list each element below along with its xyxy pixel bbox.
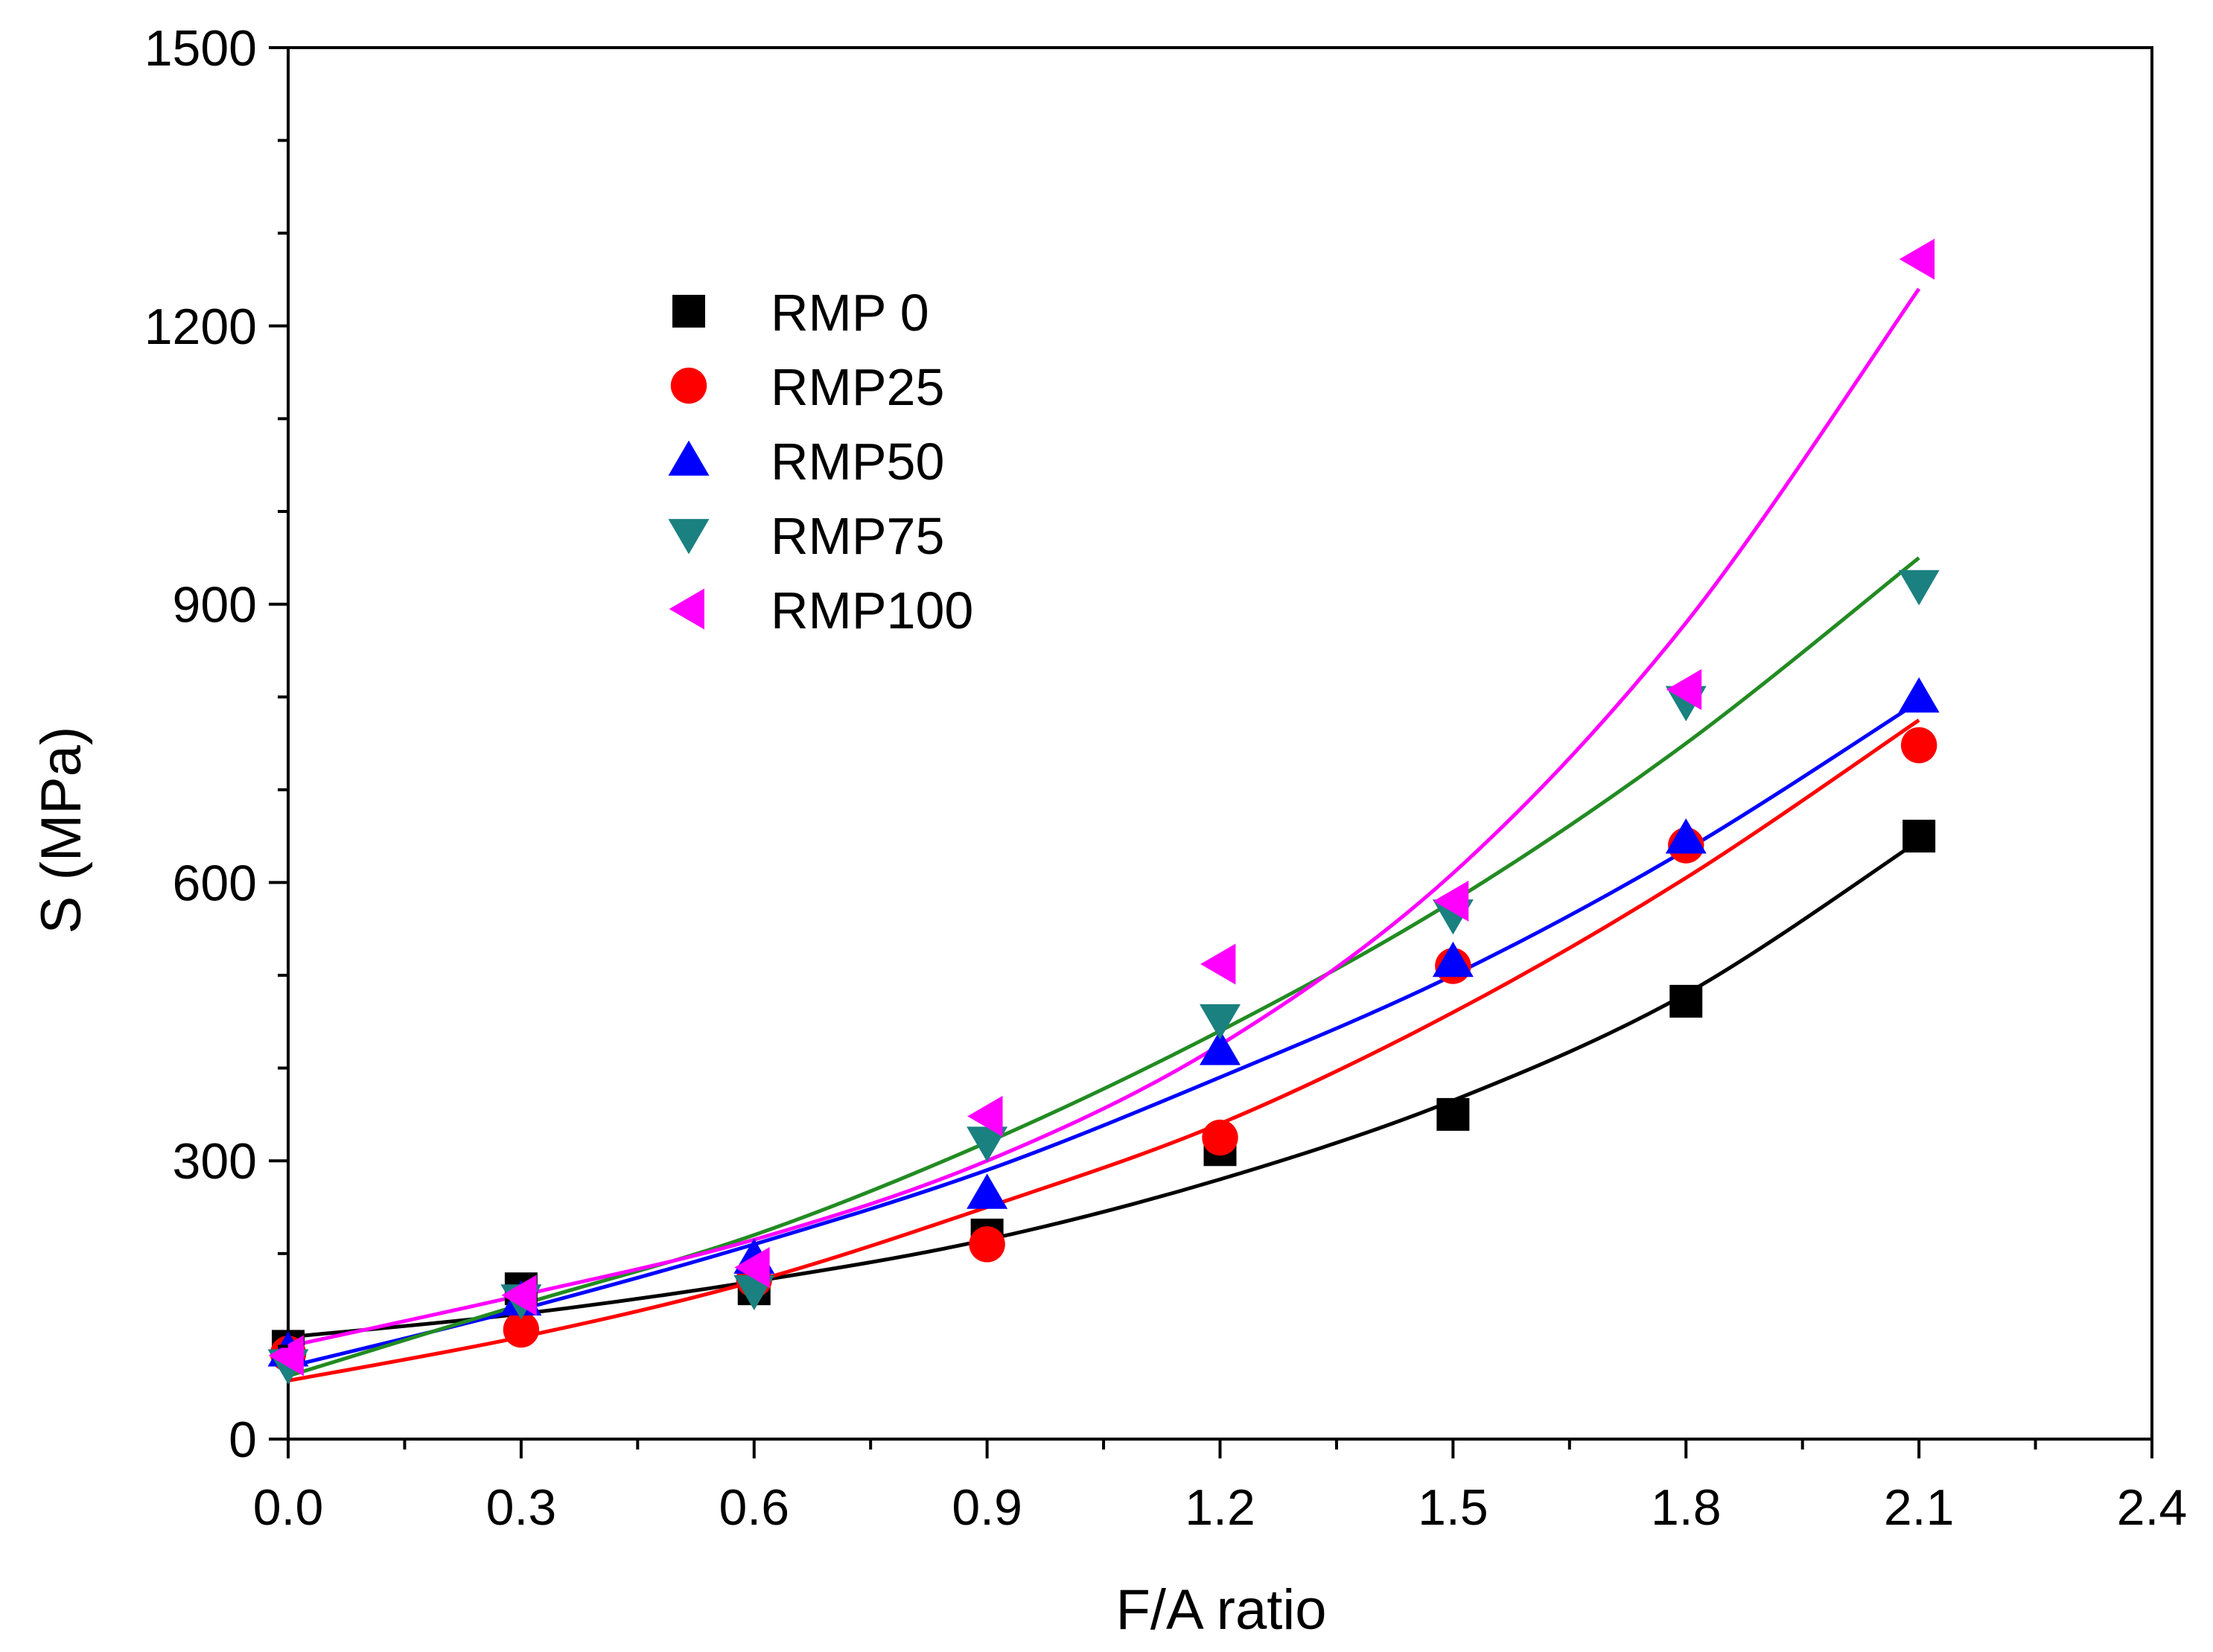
y-tick-label: 600 xyxy=(173,855,257,911)
x-tick-label: 0.0 xyxy=(253,1479,324,1536)
point-rmp25 xyxy=(503,1311,540,1348)
point-rmp25 xyxy=(969,1226,1005,1263)
legend-label: RMP 0 xyxy=(771,284,929,342)
point-rmp50 xyxy=(1432,941,1474,978)
point-rmp100 xyxy=(268,1335,304,1377)
legend: RMP 0 RMP25 RMP50 RMP75 RMP100 xyxy=(668,284,973,640)
data-points xyxy=(267,238,1940,1385)
fit-line-rmp75 xyxy=(287,556,1920,1378)
fit-line-rmp100 xyxy=(287,287,1921,1348)
y-tick-label: 1200 xyxy=(144,299,257,355)
y-tick-label: 0 xyxy=(229,1412,257,1468)
point-rmp0 xyxy=(1669,984,1703,1018)
legend-label: RMP25 xyxy=(771,358,944,416)
fit-line-rmp50 xyxy=(287,700,1920,1369)
y-tick-label: 1500 xyxy=(144,20,257,77)
x-tick-label: 0.3 xyxy=(486,1479,557,1536)
point-rmp100 xyxy=(1433,880,1469,922)
point-rmp25 xyxy=(1900,727,1937,764)
point-rmp100 xyxy=(1899,238,1935,280)
legend-label: RMP100 xyxy=(771,581,973,640)
point-rmp50 xyxy=(1898,677,1940,713)
x-tick-label: 0.6 xyxy=(719,1479,789,1536)
point-rmp75 xyxy=(967,1126,1008,1162)
y-axis-title: S (MPa) xyxy=(30,727,93,934)
plot-frame xyxy=(287,46,2153,1441)
legend-marker xyxy=(668,440,710,476)
point-rmp100 xyxy=(1200,943,1236,985)
legend-marker xyxy=(672,295,705,328)
point-rmp50 xyxy=(967,1173,1008,1209)
fit-line-rmp25 xyxy=(287,718,1920,1382)
legend-label: RMP50 xyxy=(771,433,944,491)
point-rmp100 xyxy=(967,1095,1003,1137)
legend-marker xyxy=(670,367,707,404)
point-rmp25 xyxy=(1202,1119,1238,1156)
x-axis-title: F/A ratio xyxy=(1116,1578,1327,1642)
x-tick-label: 1.2 xyxy=(1185,1479,1255,1536)
x-tick-label: 2.1 xyxy=(1884,1479,1955,1536)
point-rmp0 xyxy=(1902,820,1936,853)
x-tick-label: 2.4 xyxy=(2117,1479,2188,1536)
x-tick-label: 1.8 xyxy=(1651,1479,1722,1536)
point-rmp100 xyxy=(1666,669,1702,710)
plot-area xyxy=(287,46,2153,1441)
legend-marker xyxy=(669,588,704,630)
axes: 0.0 0.3 0.6 0.9 1.2 1.5 1.8 2.1 2.4 0 300 600 900 120… xyxy=(144,20,2188,1536)
point-rmp75 xyxy=(1200,1004,1241,1040)
point-rmp100 xyxy=(501,1275,537,1316)
x-tick-label: 0.9 xyxy=(952,1479,1022,1536)
point-rmp0 xyxy=(1436,1097,1470,1131)
point-rmp100 xyxy=(734,1246,770,1288)
legend-marker xyxy=(668,519,710,555)
point-rmp75 xyxy=(1898,570,1940,606)
point-rmp50 xyxy=(1200,1030,1241,1065)
legend-label: RMP75 xyxy=(771,507,944,565)
y-tick-label: 900 xyxy=(173,577,257,634)
x-tick-label: 1.5 xyxy=(1418,1479,1488,1536)
point-rmp50 xyxy=(1665,818,1707,854)
y-tick-label: 300 xyxy=(173,1133,257,1190)
